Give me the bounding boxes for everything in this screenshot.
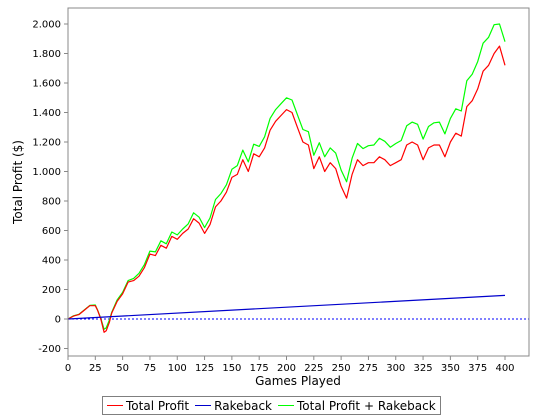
legend-label-total-profit: Total Profit <box>126 398 190 413</box>
x-tick-label: 400 <box>495 363 514 374</box>
legend-swatch-total-profit-rakeback <box>278 405 294 406</box>
y-tick-label: 1.600 <box>32 79 61 90</box>
series-line-total-profit-rakeback <box>67 23 506 330</box>
x-axis-label: Games Played <box>255 374 341 388</box>
y-tick-label: 0 <box>55 315 61 326</box>
x-tick-label: 125 <box>195 363 214 374</box>
x-tick-label: 75 <box>144 363 157 374</box>
y-tick-label: 1.000 <box>32 167 61 178</box>
y-tick-label: 1.800 <box>32 49 61 60</box>
legend-item-rakeback: Rakeback <box>195 399 272 413</box>
legend-item-total-profit: Total Profit <box>107 399 189 413</box>
x-tick-label: 375 <box>468 363 487 374</box>
x-tick-label: 100 <box>168 363 187 374</box>
y-axis: -200 0 200 400 600 800 1.000 1.200 1.400 1.600 1.8… <box>32 20 68 355</box>
plot-background <box>68 8 529 356</box>
x-tick-label: 200 <box>277 363 296 374</box>
x-tick-label: 150 <box>222 363 241 374</box>
x-tick-label: 25 <box>89 363 102 374</box>
legend: Total Profit Rakeback Total Profit + Rak… <box>102 396 441 415</box>
y-tick-label: 600 <box>42 226 61 237</box>
plot-border <box>67 7 530 357</box>
y-tick-label: 1.400 <box>32 108 61 119</box>
legend-item-total-profit-rakeback: Total Profit + Rakeback <box>278 399 436 413</box>
legend-label-total-profit-rakeback: Total Profit + Rakeback <box>297 398 436 413</box>
series-line-rakeback <box>67 294 506 320</box>
x-axis: 0 25 50 75 100 125 150 175 200 225 250 275 300 325 350… <box>65 356 515 374</box>
legend-swatch-total-profit <box>107 405 123 406</box>
x-tick-label: 225 <box>304 363 323 374</box>
y-tick-label: 800 <box>42 197 61 208</box>
x-tick-label: 250 <box>332 363 351 374</box>
x-tick-label: 175 <box>250 363 269 374</box>
y-tick-label: 1.200 <box>32 138 61 149</box>
series-line-total-profit <box>67 45 506 333</box>
series-layer <box>67 23 506 333</box>
y-tick-label: 2.000 <box>32 20 61 31</box>
legend-swatch-rakeback <box>195 405 212 406</box>
x-tick-label: 50 <box>116 363 129 374</box>
x-tick-label: 0 <box>65 363 71 374</box>
x-tick-label: 275 <box>359 363 378 374</box>
x-tick-label: 300 <box>386 363 405 374</box>
y-axis-label: Total Profit ($) <box>11 140 25 225</box>
y-tick-label: 200 <box>42 285 61 296</box>
x-tick-label: 350 <box>441 363 460 374</box>
x-tick-label: 325 <box>414 363 433 374</box>
y-tick-label: -200 <box>38 344 61 355</box>
y-tick-label: 400 <box>42 256 61 267</box>
legend-label-rakeback: Rakeback <box>214 398 272 413</box>
